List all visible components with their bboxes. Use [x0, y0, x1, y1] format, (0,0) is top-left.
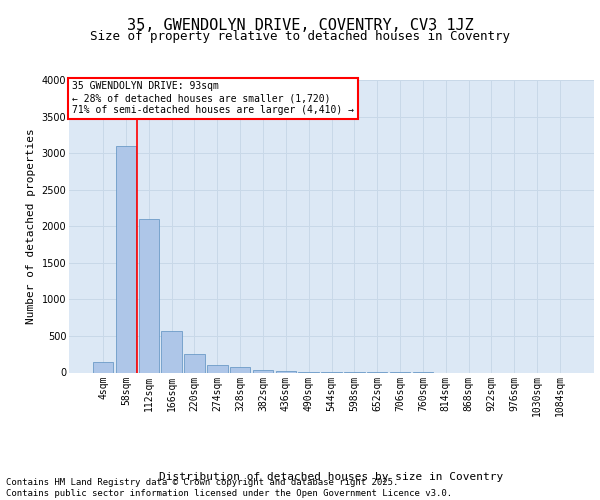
Bar: [93, 362, 113, 372]
Bar: [253, 370, 273, 372]
Bar: [230, 367, 250, 372]
Bar: [116, 146, 136, 372]
Text: Contains HM Land Registry data © Crown copyright and database right 2025.
Contai: Contains HM Land Registry data © Crown c…: [6, 478, 452, 498]
X-axis label: Distribution of detached houses by size in Coventry: Distribution of detached houses by size …: [160, 472, 503, 482]
Text: 35, GWENDOLYN DRIVE, COVENTRY, CV3 1JZ: 35, GWENDOLYN DRIVE, COVENTRY, CV3 1JZ: [127, 18, 473, 32]
Bar: [207, 365, 227, 372]
Y-axis label: Number of detached properties: Number of detached properties: [26, 128, 36, 324]
Bar: [184, 354, 205, 372]
Bar: [161, 331, 182, 372]
Text: 35 GWENDOLYN DRIVE: 93sqm
← 28% of detached houses are smaller (1,720)
71% of se: 35 GWENDOLYN DRIVE: 93sqm ← 28% of detac…: [71, 82, 353, 114]
Text: Size of property relative to detached houses in Coventry: Size of property relative to detached ho…: [90, 30, 510, 43]
Bar: [139, 219, 159, 372]
